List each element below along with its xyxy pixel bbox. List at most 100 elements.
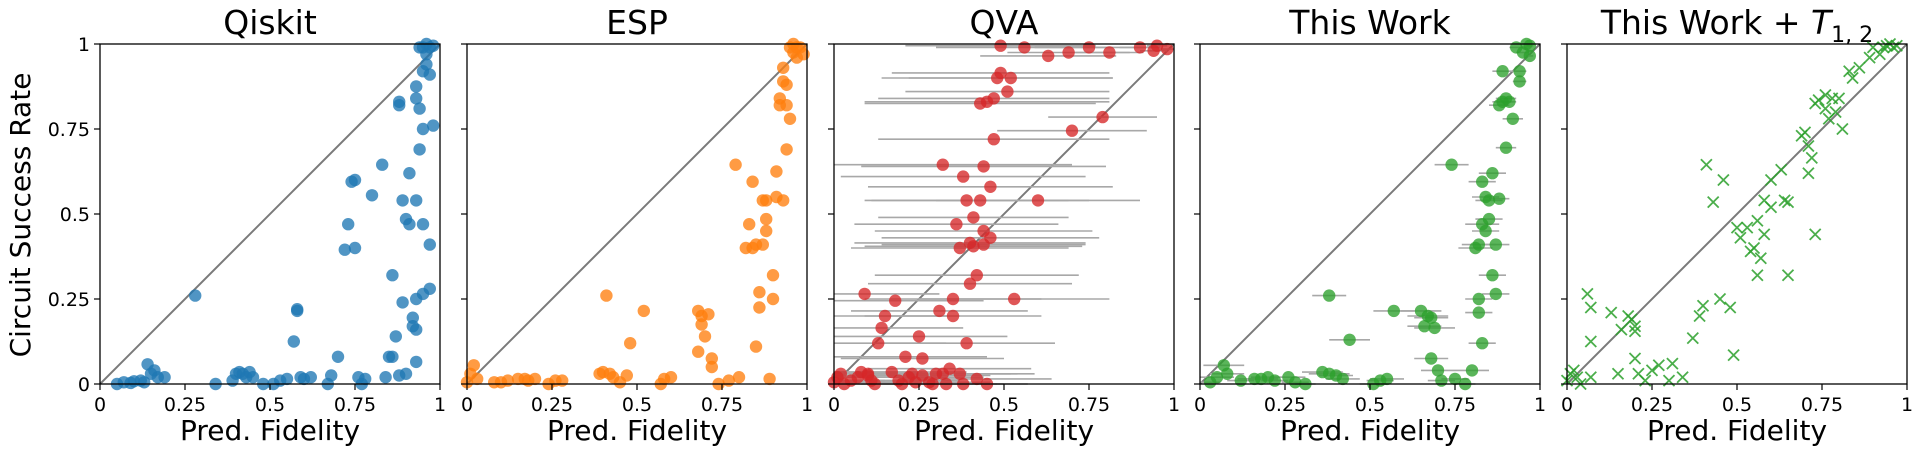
data-point — [403, 167, 416, 180]
data-point — [1161, 42, 1174, 56]
data-point — [695, 318, 708, 331]
subplot-title-text: This Work + — [1600, 3, 1811, 42]
data-point — [138, 376, 151, 389]
data-point — [1425, 352, 1438, 365]
data-point — [1234, 374, 1248, 387]
data-point — [1133, 41, 1147, 54]
data-point — [1571, 371, 1584, 384]
data-point — [1503, 95, 1516, 109]
data-point — [1652, 359, 1665, 372]
data-point — [1781, 269, 1795, 282]
data-point — [1775, 163, 1788, 176]
data-point — [1380, 372, 1394, 386]
data-point — [705, 360, 718, 374]
data-point — [410, 355, 423, 369]
data-point — [1832, 92, 1846, 105]
data-point — [1289, 376, 1302, 389]
data-point — [1802, 139, 1815, 153]
data-point — [1666, 357, 1679, 370]
data-point — [158, 371, 171, 384]
x-tick-label: 1 — [801, 394, 813, 416]
data-point — [287, 335, 300, 348]
data-point — [780, 78, 793, 92]
y-tick-label: 0.25 — [48, 289, 90, 311]
subplot-4: This Work 0 0.25 0.5 0.75 1 Pred. Fidelity — [1194, 3, 1546, 447]
data-point — [423, 68, 436, 81]
data-point — [403, 218, 416, 231]
x-tick-label: 0 — [1561, 394, 1573, 416]
data-point — [1686, 331, 1699, 345]
data-point — [389, 330, 402, 343]
data-point — [1853, 61, 1866, 74]
data-point — [1802, 167, 1815, 180]
x-tick-label: 0.25 — [1631, 394, 1673, 416]
data-point — [1890, 39, 1903, 52]
data-point — [946, 309, 960, 323]
data-point — [1472, 306, 1486, 319]
x-tick-label: 0.5 — [255, 394, 285, 416]
x-tick-label: 0.75 — [1434, 394, 1476, 416]
subplot-title: Qiskit — [223, 3, 317, 42]
data-point — [977, 160, 990, 173]
data-point — [756, 238, 769, 251]
x-tick-label: 0 — [828, 394, 840, 416]
data-point — [1513, 65, 1526, 78]
data-point — [1506, 112, 1520, 126]
data-point — [943, 362, 956, 375]
data-point — [875, 321, 888, 335]
data-point — [994, 39, 1007, 52]
data-point — [1809, 228, 1822, 241]
data-point — [1611, 367, 1625, 380]
x-axis-label: Pred. Fidelity — [914, 414, 1094, 447]
data-point — [987, 133, 1000, 146]
data-point — [1751, 269, 1764, 282]
data-point — [1741, 221, 1754, 234]
data-point — [396, 194, 409, 207]
data-point — [1482, 212, 1496, 226]
data-point — [777, 61, 790, 74]
x-tick-label: 0.25 — [531, 394, 573, 416]
x-tick-label: 0.25 — [164, 394, 206, 416]
data-point — [1567, 364, 1580, 377]
data-point — [1004, 71, 1017, 85]
data-point — [960, 337, 973, 350]
data-point — [1031, 194, 1045, 207]
data-point — [1584, 335, 1597, 348]
data-point — [413, 102, 426, 115]
data-point — [1496, 65, 1509, 78]
data-point — [963, 277, 977, 290]
data-point — [620, 369, 633, 382]
data-point — [780, 143, 793, 156]
data-point — [878, 309, 892, 323]
data-point — [770, 165, 783, 178]
data-point — [729, 158, 742, 171]
data-point — [396, 296, 409, 309]
x-tick-label: 1 — [1534, 394, 1546, 416]
subplot-title: QVA — [969, 3, 1038, 42]
data-point — [974, 194, 987, 207]
data-point — [1751, 214, 1764, 227]
x-tick-label: 1 — [1168, 394, 1180, 416]
data-point — [1486, 167, 1499, 180]
x-tick-label: 0.75 — [1068, 394, 1110, 416]
data-point — [1387, 304, 1401, 318]
x-tick-label: 0.75 — [1801, 394, 1843, 416]
data-point — [957, 170, 970, 183]
data-point — [1676, 371, 1689, 384]
data-point — [1584, 301, 1597, 314]
data-point — [1863, 51, 1876, 64]
data-point — [1628, 325, 1642, 338]
data-point — [399, 367, 413, 380]
data-point — [1489, 238, 1503, 251]
data-point — [1096, 110, 1109, 124]
data-point — [1489, 287, 1503, 301]
data-point — [1001, 85, 1014, 98]
data-point — [1018, 41, 1031, 54]
data-point — [834, 367, 847, 380]
data-point — [753, 286, 766, 299]
data-point — [291, 303, 304, 316]
x-tick-label: 0.25 — [1264, 394, 1306, 416]
data-point — [1479, 224, 1492, 238]
data-point — [885, 365, 898, 379]
data-point — [1696, 299, 1710, 312]
